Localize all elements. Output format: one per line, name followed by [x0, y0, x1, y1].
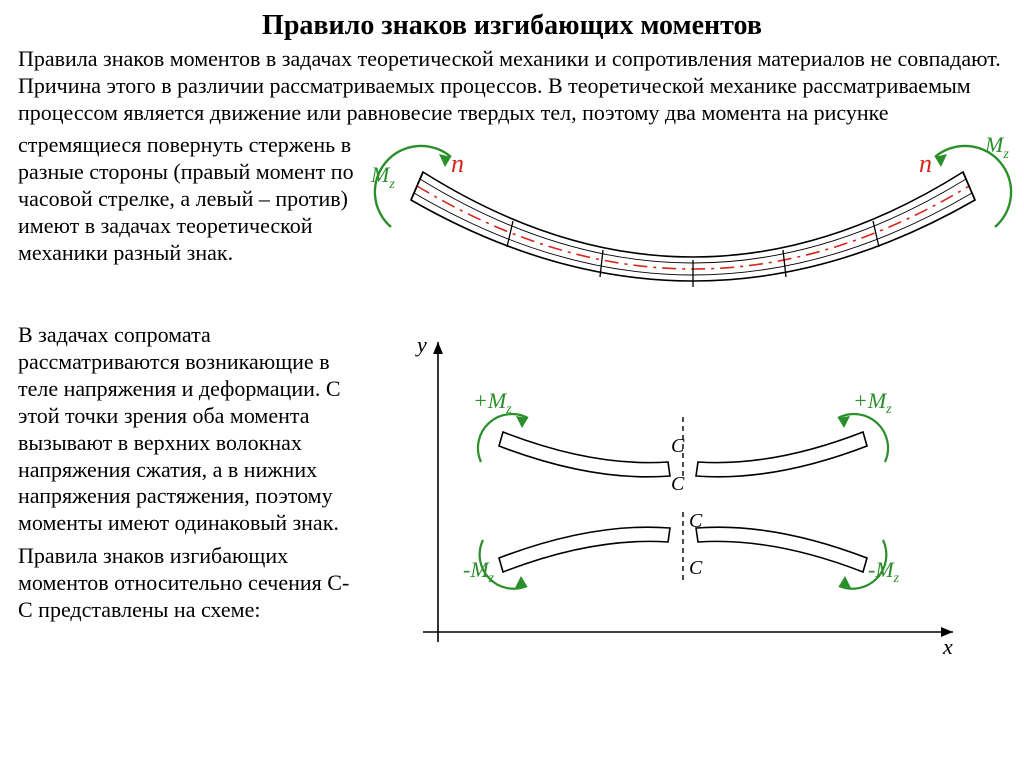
svg-text:-Mz: -Mz: [463, 557, 495, 586]
fig1-Mz-right: M: [984, 132, 1005, 157]
svg-text:+Mz: +Mz: [473, 388, 512, 417]
intro-paragraph: Правила знаков моментов в задачах теорет…: [18, 46, 1006, 126]
figure-bent-beam: Mz Mz n n: [363, 132, 1023, 322]
fig1-n-left: n: [451, 149, 464, 178]
svg-text:-Mz: -Mz: [868, 557, 900, 586]
minusMz-right: -M: [868, 557, 895, 582]
figure-sign-convention: x y +Mz +Mz C C: [363, 322, 983, 662]
fig1-n-right: n: [919, 149, 932, 178]
paragraph-2: стремящиеся повернуть стержень в разные …: [18, 132, 363, 266]
paragraph-4: Правила знаков изгибающих моментов относ…: [18, 543, 363, 623]
svg-text:+Mz: +Mz: [853, 388, 892, 417]
paragraph-3: В задачах сопромата рассматриваются возн…: [18, 322, 363, 537]
C-bot-1: C: [689, 510, 703, 532]
plusMz-left: +M: [473, 388, 508, 413]
page-title: Правило знаков изгибающих моментов: [18, 10, 1006, 42]
axis-x-label: x: [942, 634, 953, 659]
axis-y-label: y: [415, 332, 427, 357]
C-top-right: C: [671, 473, 685, 495]
plusMz-right: +M: [853, 388, 888, 413]
svg-text:Mz: Mz: [370, 162, 395, 192]
minusMz-left: -M: [463, 557, 490, 582]
C-top-left: C: [671, 435, 685, 457]
C-bot-2: C: [689, 557, 703, 579]
fig1-Mz-left: M: [370, 162, 391, 187]
